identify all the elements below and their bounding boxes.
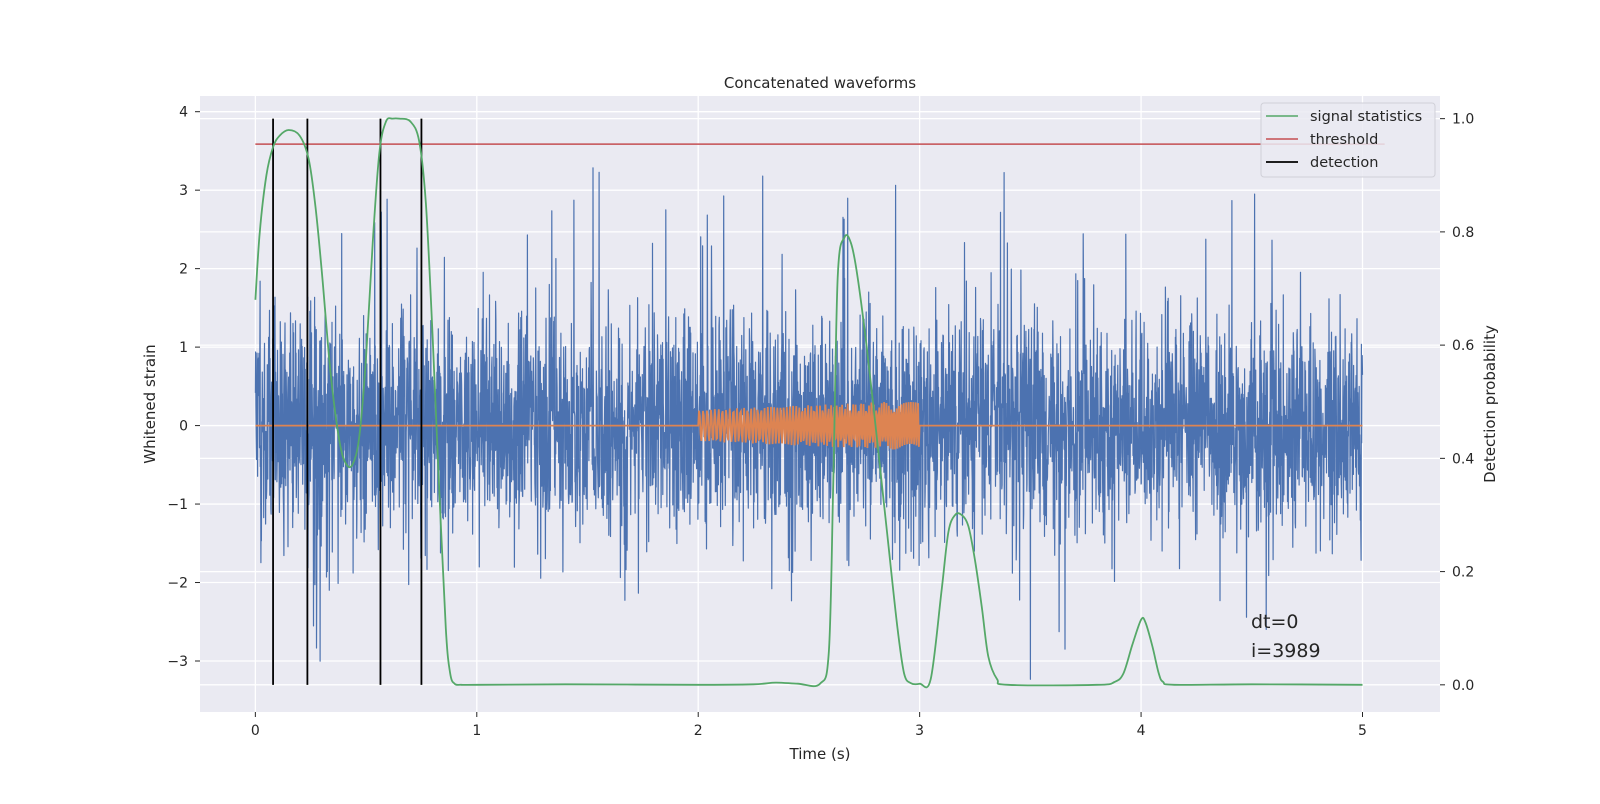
- y2-tick-label: 0.8: [1452, 225, 1474, 241]
- y-tick-label: −1: [167, 497, 188, 513]
- x-tick-label: 4: [1137, 723, 1146, 739]
- chart-title: Concatenated waveforms: [724, 74, 916, 92]
- x-tick-label: 0: [251, 723, 260, 739]
- x-tick-label: 5: [1358, 723, 1367, 739]
- annotation-dt: dt=0: [1251, 611, 1299, 633]
- x-axis-title: Time (s): [789, 745, 851, 763]
- strain-series-line: [254, 167, 1364, 680]
- x-tick-label: 2: [694, 723, 703, 739]
- x-tick-label: 1: [472, 723, 481, 739]
- y-tick-label: 1: [179, 340, 188, 356]
- y-tick-label: 0: [179, 419, 188, 435]
- y-tick-label: 2: [179, 262, 188, 278]
- injected-signal-line: [255, 401, 1363, 450]
- annotation-index: i=3989: [1251, 640, 1321, 662]
- legend-label-threshold: threshold: [1310, 132, 1378, 148]
- y2-tick-label: 0.6: [1452, 338, 1474, 354]
- y-tick-label: −2: [167, 576, 188, 592]
- y-tick-label: 4: [179, 105, 188, 121]
- legend-label-detection: detection: [1310, 155, 1378, 171]
- annotation-box: dt=0 i=3989: [1251, 611, 1321, 662]
- y-tick-label: −3: [167, 654, 188, 670]
- x-tick-label: 3: [915, 723, 924, 739]
- y-axis-title: Whitened strain: [141, 344, 159, 463]
- legend-frame: [1260, 102, 1436, 178]
- signal-statistics-line: [254, 117, 1363, 689]
- tick-layer: 0 1 2 3 4 5 −3 −2 −1 0 1 2 3 4 0.0 0.2 0.4 0.6 0.8 1.0: [167, 105, 1474, 739]
- y2-tick-label: 0.4: [1452, 451, 1474, 467]
- y2-tick-label: 1.0: [1452, 112, 1474, 128]
- data-layer: [254, 117, 1385, 689]
- legend: signal statistics threshold detection: [1260, 102, 1436, 178]
- y2-tick-label: 0.0: [1452, 678, 1474, 694]
- y2-tick-label: 0.2: [1452, 565, 1474, 581]
- y-tick-label: 3: [179, 183, 188, 199]
- y2-axis-title: Detection probability: [1481, 325, 1499, 483]
- legend-label-signal-statistics: signal statistics: [1310, 109, 1422, 125]
